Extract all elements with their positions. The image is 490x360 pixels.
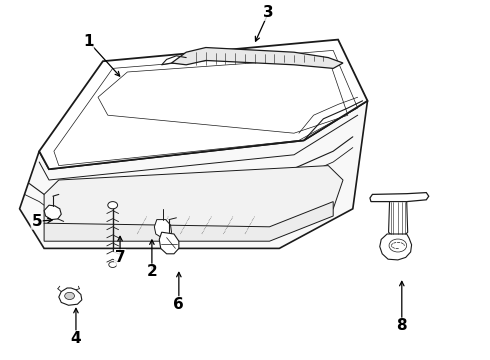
- Circle shape: [65, 292, 74, 300]
- Text: 4: 4: [71, 331, 81, 346]
- Polygon shape: [172, 48, 343, 68]
- Text: 8: 8: [396, 318, 407, 333]
- Polygon shape: [44, 166, 343, 238]
- Polygon shape: [39, 40, 368, 169]
- Polygon shape: [154, 220, 171, 238]
- Text: 5: 5: [31, 214, 42, 229]
- Text: 1: 1: [83, 34, 94, 49]
- Polygon shape: [389, 202, 408, 236]
- Text: 3: 3: [263, 5, 274, 20]
- Polygon shape: [380, 234, 412, 260]
- Polygon shape: [44, 205, 61, 220]
- Text: 7: 7: [115, 250, 125, 265]
- Circle shape: [109, 262, 117, 267]
- Polygon shape: [20, 101, 368, 248]
- Polygon shape: [159, 232, 179, 254]
- Text: 2: 2: [147, 264, 157, 279]
- Polygon shape: [370, 193, 429, 202]
- Polygon shape: [44, 202, 333, 241]
- Circle shape: [108, 202, 118, 209]
- Text: 6: 6: [173, 297, 184, 312]
- Polygon shape: [59, 288, 82, 305]
